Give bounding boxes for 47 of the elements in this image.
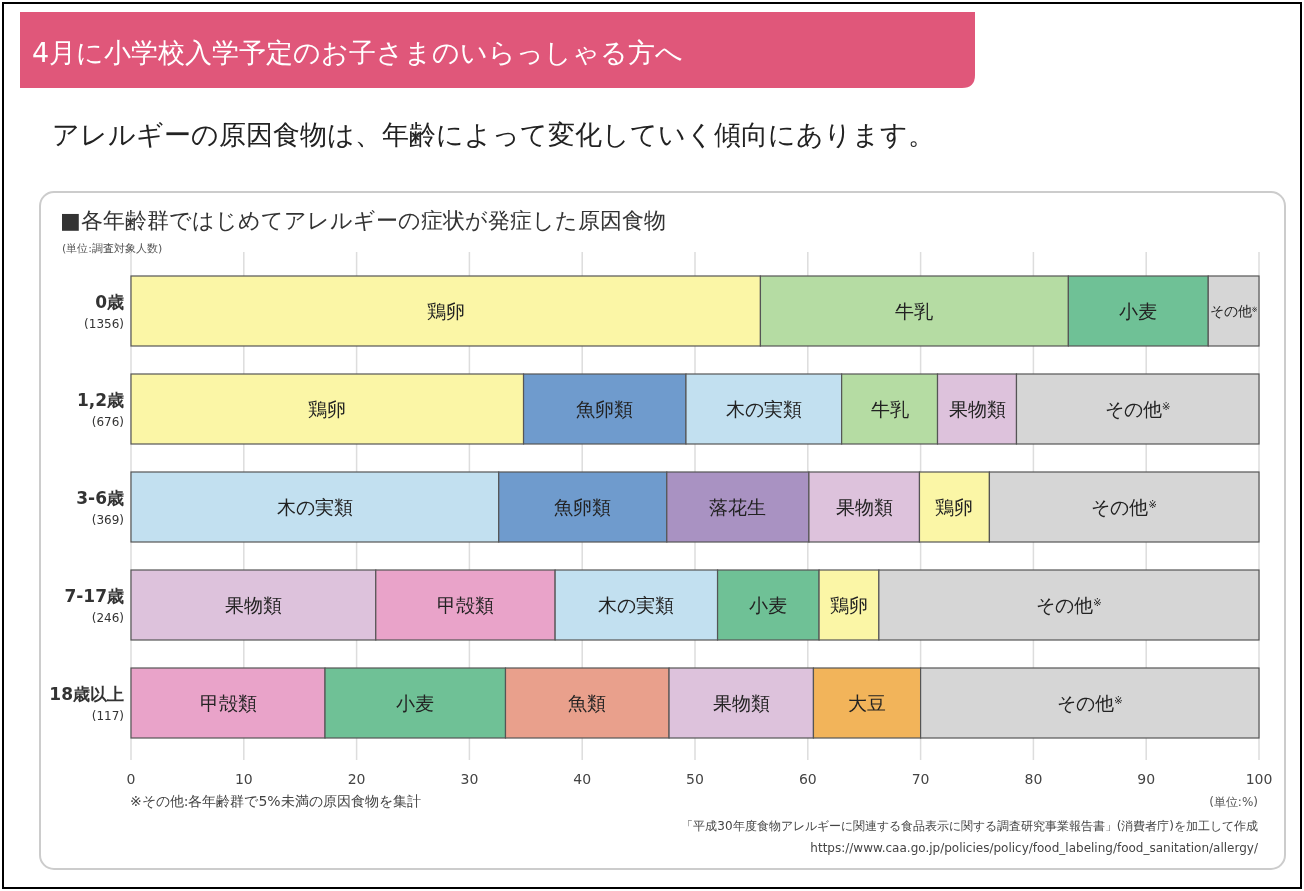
data-label: 魚類 xyxy=(568,692,607,714)
data-label: 大豆 xyxy=(848,692,887,714)
data-label: 木の実類 xyxy=(276,496,353,518)
data-label: 果物類 xyxy=(712,692,770,714)
x-tick-label: 90 xyxy=(1137,771,1156,787)
data-label: 牛乳 xyxy=(895,300,934,322)
data-label: 鶏卵 xyxy=(935,496,974,518)
data-label: 甲殻類 xyxy=(436,594,494,616)
x-tick-label: 70 xyxy=(911,771,930,787)
chart-subtitle: アレルギーの原因食物は、年齢によって変化していく傾向にあります。 xyxy=(52,119,935,150)
data-label: 牛乳 xyxy=(870,398,909,420)
data-label: 魚卵類 xyxy=(554,496,612,518)
data-label: 小麦 xyxy=(1119,300,1158,322)
x-tick-label: 100 xyxy=(1245,771,1273,787)
data-label: 落花生 xyxy=(709,496,767,518)
data-label: 木の実類 xyxy=(598,594,675,616)
data-label: 甲殻類 xyxy=(199,692,257,714)
data-label: その他$^{※}$ xyxy=(1056,692,1123,714)
text: https://www.caa.go.jp/policies/policy/food_labeling/food_sanitation/allergy/ xyxy=(810,841,1259,855)
data-label: 鶏卵 xyxy=(308,398,347,420)
x-tick-label: 10 xyxy=(234,771,253,787)
x-tick-label: 50 xyxy=(686,771,704,787)
text: ※その他:各年齢群で5%未満の原因食物を集計 xyxy=(130,793,421,809)
annotation: (単位:調査対象人数) xyxy=(62,242,163,255)
data-label: 木の実類 xyxy=(725,398,802,420)
text: ■各年齢群ではじめてアレルギーの症状が発症した原因食物 xyxy=(60,208,666,233)
x-tick-label: 30 xyxy=(460,771,479,787)
data-label: その他$^{※}$ xyxy=(1091,496,1158,518)
data-label: その他$^{※}$ xyxy=(1036,594,1102,616)
data-label: 小麦 xyxy=(396,692,435,714)
data-label: 鶏卵 xyxy=(426,300,465,322)
x-tick-label: 40 xyxy=(573,771,592,787)
data-label: 鶏卵 xyxy=(829,594,868,616)
chart-title: 4月に小学校入学予定のお子さまのいらっしゃる方へ xyxy=(32,37,684,68)
text: 「平成30年度食物アレルギーに関連する食品表示に関する調査研究事業報告書」(消費者庁)を加工して作成 xyxy=(681,819,1258,833)
data-label: 魚卵類 xyxy=(576,398,634,420)
x-tick-label: 60 xyxy=(798,771,817,787)
x-tick-label: 0 xyxy=(126,771,136,787)
data-label: 果物類 xyxy=(948,398,1006,420)
data-label: 果物類 xyxy=(835,496,893,518)
data-label: 果物類 xyxy=(224,594,282,616)
data-label: 小麦 xyxy=(749,594,788,616)
text: (単位:%) xyxy=(1209,795,1258,809)
x-tick-label: 20 xyxy=(347,771,366,787)
data-label: その他$^{※}$ xyxy=(1209,302,1258,319)
x-tick-label: 80 xyxy=(1024,771,1043,787)
data-label: その他$^{※}$ xyxy=(1104,398,1171,420)
